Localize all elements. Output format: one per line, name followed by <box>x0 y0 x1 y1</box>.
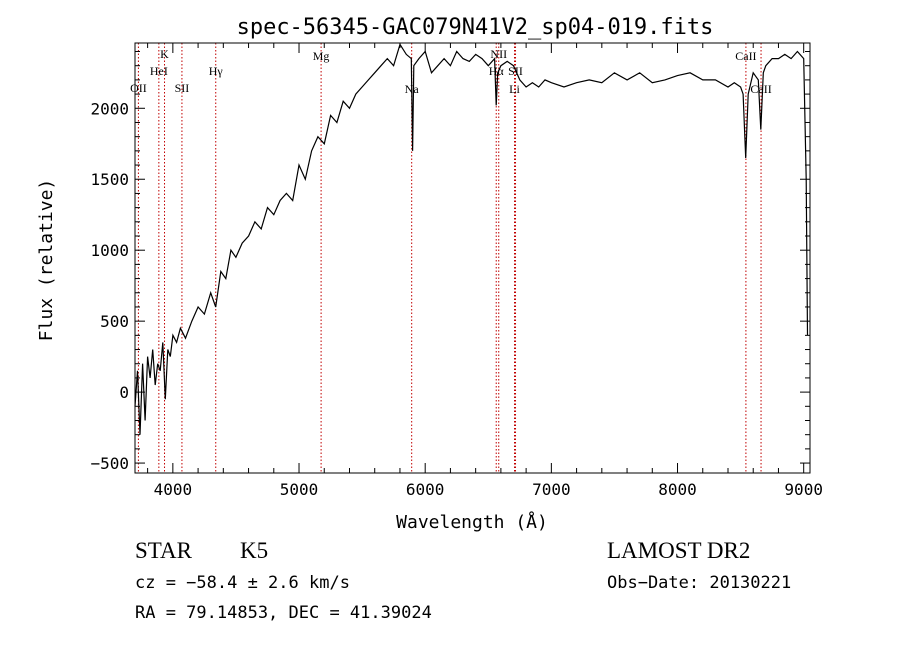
y-tick-label: 1500 <box>90 170 129 189</box>
spectrum-line <box>134 42 809 435</box>
line-markers <box>137 43 762 473</box>
line-marker-label: NII <box>490 47 507 61</box>
y-tick-label: 0 <box>119 383 129 402</box>
line-marker-label: Li <box>509 82 520 96</box>
x-tick-label: 6000 <box>406 480 445 499</box>
plot-frame <box>134 42 811 474</box>
object-subclass: K5 <box>240 538 269 563</box>
survey-name: LAMOST DR2 <box>607 538 751 563</box>
line-marker-label: CaII <box>735 49 756 63</box>
chart-title: spec-56345-GAC079N41V2_sp04-019.fits <box>237 15 714 40</box>
line-marker-label: Hγ <box>209 64 224 78</box>
y-tick-label: 500 <box>100 312 129 331</box>
x-tick-label: 9000 <box>784 480 823 499</box>
line-marker-label: HeI <box>150 64 168 78</box>
x-tick-label: 5000 <box>280 480 319 499</box>
object-class: STAR <box>135 538 192 563</box>
x-tick-label: 7000 <box>532 480 571 499</box>
line-marker-label: Hα <box>489 64 505 78</box>
x-axis-label: Wavelength (Å) <box>396 511 548 533</box>
y-tick-label: 1000 <box>90 241 129 260</box>
obs-date: Obs−Date: 20130221 <box>607 573 792 593</box>
line-marker-label: CaII <box>750 82 771 96</box>
x-tick-label: 4000 <box>154 480 193 499</box>
y-axis-ticks: −500 0 500 1000 1500 2000 <box>90 51 810 473</box>
line-marker-label: K <box>160 47 169 61</box>
y-tick-label: 2000 <box>90 99 129 118</box>
line-marker-label: Mg <box>313 49 330 63</box>
x-axis-ticks: 4000 5000 6000 7000 8000 9000 <box>147 43 823 499</box>
line-marker-label: OII <box>130 81 147 95</box>
coordinates: RA = 79.14853, DEC = 41.39024 <box>135 603 432 623</box>
line-marker-label: SII <box>175 81 190 95</box>
redshift-info: cz = −58.4 ± 2.6 km/s <box>135 573 350 593</box>
y-axis-label: Flux (relative) <box>36 179 57 342</box>
y-tick-label: −500 <box>90 454 129 473</box>
x-tick-label: 8000 <box>658 480 697 499</box>
